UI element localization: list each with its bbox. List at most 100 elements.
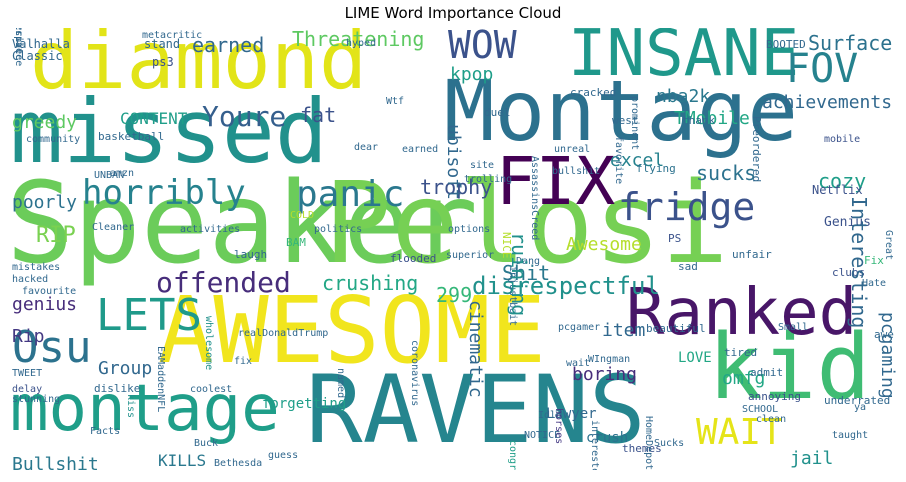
word-flooded: flooded: [390, 252, 436, 265]
word-buck: Buck: [194, 438, 218, 449]
word-school: SCHOOL: [742, 404, 778, 415]
word-interested: interested: [589, 420, 600, 470]
word-stand: stand: [144, 37, 180, 51]
word-hacked: hacked: [12, 274, 48, 285]
word-bullshit: bullshit: [552, 166, 600, 177]
word-thank: thank: [682, 114, 715, 127]
word-nba2k: nba2k: [656, 86, 710, 107]
word-interesting: Interesting: [847, 196, 871, 328]
word-injustbait: injustbait: [507, 266, 518, 326]
word-wow: WOW: [448, 28, 517, 67]
word-coronavirus: coronavirus: [409, 340, 420, 406]
word-montage: Montage: [444, 62, 798, 160]
word-fridge: fridge: [618, 185, 755, 229]
word-omfg: omfg: [722, 368, 765, 389]
word-montage: montage: [12, 372, 280, 446]
word-awe: awe: [874, 328, 894, 341]
word-fix: Fix: [864, 254, 884, 267]
word-osu: Osu: [12, 322, 91, 373]
word-unfair: unfair: [732, 248, 772, 261]
word-excel: excel: [610, 150, 664, 171]
word-named: named: [335, 368, 346, 398]
word-rip: Rip: [12, 326, 45, 347]
word-kpop: kpop: [450, 64, 493, 85]
word-group: Group: [98, 358, 152, 379]
word-ranked: Ranked: [626, 276, 857, 350]
word-small: Small: [778, 322, 808, 333]
word-duel: duel: [484, 106, 511, 119]
word-idle: Idle: [538, 410, 562, 421]
word-poorly: poorly: [12, 192, 77, 213]
word-trophy: trophy: [420, 175, 492, 199]
word-wingman: WIngman: [588, 354, 630, 365]
word-ruining: ruining: [507, 232, 531, 316]
word-kiss: kiss: [125, 394, 136, 418]
word-ps3: ps3: [152, 55, 174, 69]
word-beautiful: beautiful: [646, 322, 706, 335]
word-valhalla: Valhalla: [12, 37, 70, 51]
word-cracked: cracked: [570, 86, 616, 99]
chart-title: LIME Word Importance Cloud: [344, 4, 562, 22]
word-missed: missed: [12, 80, 328, 183]
word-rip: RIP: [36, 223, 76, 248]
word-booted: BOOTED: [766, 38, 806, 51]
word-ravens: RAVENS: [306, 356, 646, 465]
word-netflix: Netflix: [812, 183, 863, 197]
word-diamond: diamond: [30, 28, 367, 107]
word-favourite: favourite: [22, 286, 76, 297]
word-jail: jail: [790, 448, 833, 469]
word-dislike: dislike: [94, 382, 140, 395]
word-mobile: mobile: [824, 134, 860, 145]
word-wtf: Wtf: [386, 96, 404, 107]
word-ya: ya: [854, 402, 866, 413]
word-flying: flying: [636, 162, 676, 175]
word-fat: fat: [300, 103, 336, 127]
word-ps: PS: [668, 232, 681, 245]
word-wait: WAIT: [696, 412, 783, 453]
word-unreal: unreal: [554, 144, 590, 155]
word-panic: panic: [296, 174, 404, 215]
word-sucks: sucks: [696, 161, 756, 185]
word-amzn: amzn: [110, 168, 134, 179]
word-themes: themes: [622, 442, 662, 455]
word-dang: Dang: [516, 256, 540, 267]
word-pcgaming: pcgaming: [877, 312, 896, 399]
word-achievements: achievements: [762, 92, 892, 113]
word-crush: crush: [586, 430, 628, 446]
word-disrespectful: disrespectful: [472, 272, 660, 300]
word-great: Great: [883, 230, 894, 260]
word-stunning: stunning: [12, 394, 60, 405]
word-cloud: Speaker Pelosi Montage missed diamond AWESOME…: [12, 28, 896, 470]
word-sad: sad: [678, 260, 698, 273]
word-fix: fix: [234, 356, 252, 367]
word-awesome: AWESOME: [158, 277, 546, 384]
word-community: community: [26, 134, 80, 145]
word-masterpiece: masterpiece: [13, 28, 24, 66]
word-hyped: hyped: [346, 38, 376, 49]
word-clean: clean: [756, 414, 786, 425]
word-bethesda: Bethesda: [214, 458, 262, 469]
word-mistakes: mistakes: [12, 262, 60, 273]
word-unban: UNBAN: [94, 170, 124, 181]
word-299: 299: [436, 283, 472, 307]
word-superior: superior: [446, 250, 494, 261]
word-basketball: basketball: [98, 130, 164, 143]
word-politics: politics: [314, 224, 362, 235]
word-taught: taught: [832, 430, 868, 441]
word-bullshit: Bullshit: [12, 454, 99, 470]
word-tired: tired: [724, 346, 757, 359]
word-favorite: favorite: [613, 136, 624, 184]
word-genius: Genius: [824, 215, 871, 230]
word-trolling: trolling: [464, 174, 512, 185]
word-delay: delay: [12, 384, 42, 395]
word-preordered: Preordered: [750, 116, 763, 182]
word-underrated: underrated: [824, 394, 890, 407]
word-kills: KILLS: [158, 451, 206, 470]
word-lawyer: Lawyer: [546, 406, 597, 422]
word-fix: FIX: [496, 143, 615, 220]
word-threatening: Threatening: [292, 28, 424, 51]
word-clubs: clubs: [832, 266, 865, 279]
word-earned: earned: [402, 144, 438, 155]
word-appreciate: appreciate: [13, 28, 24, 60]
